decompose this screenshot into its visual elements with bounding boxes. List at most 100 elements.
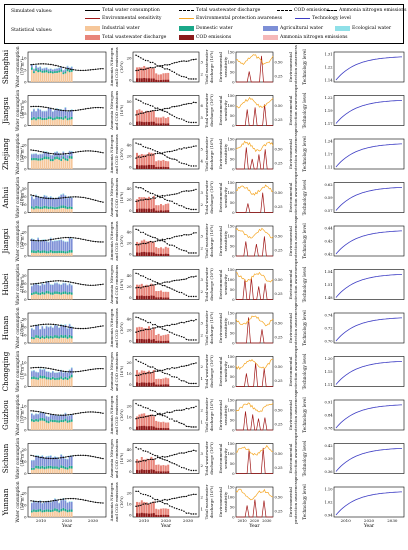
water-bar-segment bbox=[52, 198, 54, 207]
water-bar-segment bbox=[54, 419, 56, 423]
water-bar-segment bbox=[35, 418, 37, 422]
water-bar-segment bbox=[52, 501, 54, 510]
y-tick-label: 0 bbox=[129, 513, 132, 518]
cod-bar bbox=[152, 382, 155, 387]
y2-tick-label: 2 bbox=[201, 72, 204, 77]
sensitivity-ylabel: Environmental bbox=[218, 95, 223, 126]
cod-bar bbox=[160, 297, 162, 300]
water-bar-segment bbox=[68, 158, 71, 169]
water-bar-segment bbox=[54, 415, 56, 420]
water-bar-segment bbox=[68, 110, 71, 111]
cod-bar bbox=[155, 427, 158, 430]
water-bar-segment bbox=[43, 156, 46, 160]
cod-bar bbox=[155, 79, 158, 82]
cod-bar bbox=[155, 210, 158, 213]
cod-bar bbox=[148, 469, 150, 474]
water-bar-segment bbox=[62, 74, 65, 82]
water-bar-segment bbox=[66, 416, 69, 421]
water-bar-segment bbox=[56, 206, 58, 210]
water-bar-segment bbox=[58, 240, 60, 251]
wastewater-bar bbox=[148, 459, 150, 474]
water-bar-segment bbox=[64, 511, 67, 517]
wastewater-sim-point bbox=[176, 367, 178, 369]
wastewater-ylabel: Total wastewater bbox=[204, 354, 209, 389]
water-bar-segment bbox=[58, 70, 60, 73]
wastewater-sim-point bbox=[168, 411, 171, 414]
water-bar-segment bbox=[47, 336, 50, 339]
cod-bar bbox=[143, 122, 146, 126]
wastewater-sim-point bbox=[190, 363, 192, 365]
wastewater-sim-point bbox=[168, 498, 171, 501]
wastewater-ylabel: Total wastewater bbox=[204, 136, 209, 171]
water-bar-segment bbox=[43, 378, 46, 387]
y2-tick-label: 3 bbox=[201, 190, 204, 195]
wastewater-bar bbox=[136, 152, 138, 169]
wastewater-bar bbox=[160, 465, 162, 474]
y-tick-label: 50 bbox=[230, 419, 235, 423]
cod-bar bbox=[157, 166, 160, 169]
wastewater-ylabel-2: discharge (10⁹t) bbox=[209, 355, 214, 388]
water-bar-segment bbox=[47, 293, 50, 300]
y-tick-label: 0 bbox=[24, 80, 27, 85]
legend-total-water-consumption: Total water consumption bbox=[85, 8, 160, 13]
sensitivity-ylabel: Environmental bbox=[218, 356, 223, 387]
wastewater-bar bbox=[162, 335, 165, 343]
water-bar-segment bbox=[66, 415, 69, 417]
emission-ylabel-3: (10⁴t) bbox=[119, 235, 124, 247]
wastewater-bar bbox=[143, 197, 146, 213]
water-bar-segment bbox=[60, 160, 63, 169]
water-bar-segment bbox=[35, 250, 37, 254]
water-bar-segment bbox=[64, 241, 67, 243]
water-bar-segment bbox=[41, 503, 44, 511]
water-bar-segment bbox=[31, 295, 33, 300]
water-bar-segment bbox=[43, 292, 46, 295]
water-bar-segment bbox=[54, 71, 56, 74]
water-bar-segment bbox=[45, 371, 48, 372]
water-bar-segment bbox=[60, 465, 63, 468]
water-bar-segment bbox=[31, 512, 33, 517]
cod-bar bbox=[148, 164, 150, 169]
cod-bar bbox=[152, 208, 155, 213]
cod-bar bbox=[140, 469, 143, 474]
water-bar-segment bbox=[33, 329, 35, 330]
water-bar-segment bbox=[52, 292, 54, 295]
wastewater-sim-point bbox=[178, 452, 180, 454]
water-bar-segment bbox=[70, 156, 73, 159]
water-bar-segment bbox=[64, 379, 67, 387]
water-bar-segment bbox=[60, 467, 63, 474]
water-bar-segment bbox=[58, 67, 60, 69]
wastewater-bar bbox=[167, 334, 170, 343]
water-bar-segment bbox=[54, 151, 56, 153]
wastewater-sim-point bbox=[195, 232, 197, 234]
water-bar-segment bbox=[39, 456, 42, 458]
emission-ylabel-2: and COD emissions bbox=[114, 352, 119, 391]
water-bar-segment bbox=[52, 338, 54, 343]
x-axis-label: Year bbox=[160, 523, 172, 529]
water-bar-segment bbox=[37, 294, 39, 300]
water-bar-segment bbox=[56, 338, 58, 343]
water-bar-segment bbox=[58, 502, 60, 504]
water-bar-segment bbox=[64, 413, 67, 419]
water-bar-segment bbox=[58, 371, 60, 373]
tech-ylabel: Technology level bbox=[302, 310, 307, 346]
y-tick-label: 10 bbox=[127, 371, 132, 376]
y-tick-label: 0 bbox=[232, 211, 235, 215]
water-bar-segment bbox=[37, 325, 39, 327]
y-tick-label: 0.70 bbox=[324, 340, 333, 344]
water-ylabel-unit: (10⁹m³) bbox=[20, 363, 25, 379]
y-tick-label: 20 bbox=[127, 197, 132, 202]
water-bar-segment bbox=[47, 242, 50, 252]
water-bar-segment bbox=[52, 468, 54, 474]
water-bar-segment bbox=[66, 372, 69, 373]
y-tick-label: 1.17 bbox=[324, 122, 333, 126]
tech-line bbox=[335, 230, 402, 255]
water-bar-segment bbox=[37, 419, 39, 422]
tech-ylabel: Technology level bbox=[302, 397, 307, 433]
wastewater-bar bbox=[162, 73, 165, 82]
y-tick-label: 0.72 bbox=[324, 327, 332, 331]
water-bar-segment bbox=[35, 512, 37, 517]
cod-bar bbox=[152, 513, 155, 517]
water-bar-segment bbox=[58, 512, 60, 517]
water-bar-segment bbox=[49, 379, 52, 387]
water-bar-segment bbox=[68, 70, 71, 73]
